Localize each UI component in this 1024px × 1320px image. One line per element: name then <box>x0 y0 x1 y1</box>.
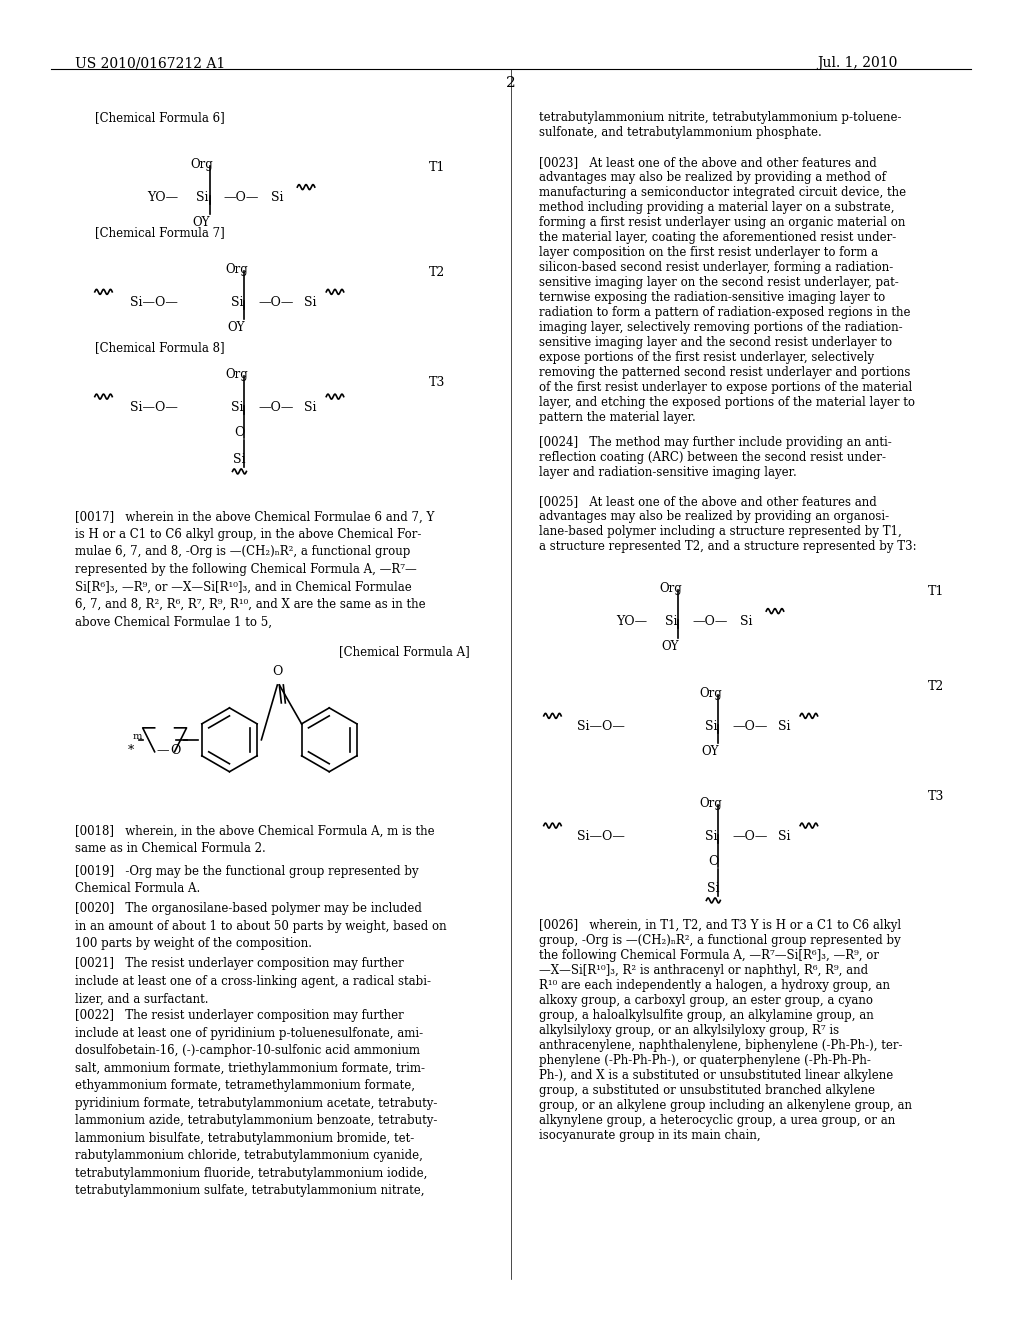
Text: OY: OY <box>701 744 719 758</box>
Text: Si—O—: Si—O— <box>130 400 177 413</box>
Text: m: m <box>133 731 142 741</box>
Text: OY: OY <box>193 216 210 230</box>
Text: —O—: —O— <box>732 829 768 842</box>
Text: [0021]   The resist underlayer composition may further
include at least one of a: [0021] The resist underlayer composition… <box>75 957 431 1006</box>
Text: [Chemical Formula 8]: [Chemical Formula 8] <box>95 341 224 354</box>
Text: [Chemical Formula 6]: [Chemical Formula 6] <box>95 111 224 124</box>
Text: 2: 2 <box>506 77 516 90</box>
Text: Si: Si <box>778 719 791 733</box>
Text: OY: OY <box>227 321 245 334</box>
Text: O: O <box>234 425 245 438</box>
Text: Si: Si <box>304 296 316 309</box>
Text: Si—O—: Si—O— <box>577 719 625 733</box>
Text: Org: Org <box>225 368 248 380</box>
Text: Si: Si <box>231 296 244 309</box>
Text: Si: Si <box>271 191 284 205</box>
Text: Si: Si <box>706 829 718 842</box>
Text: Si: Si <box>708 883 720 895</box>
Text: US 2010/0167212 A1: US 2010/0167212 A1 <box>75 57 225 70</box>
Text: Org: Org <box>225 263 248 276</box>
Text: T1: T1 <box>429 161 445 174</box>
Text: Si: Si <box>778 829 791 842</box>
Text: Si: Si <box>233 454 246 466</box>
Text: Si: Si <box>706 719 718 733</box>
Text: [0020]   The organosilane-based polymer may be included
in an amount of about 1 : [0020] The organosilane-based polymer ma… <box>75 903 446 950</box>
Text: T3: T3 <box>429 376 445 388</box>
Text: Si: Si <box>304 400 316 413</box>
Text: *: * <box>128 743 134 756</box>
Text: YO—: YO— <box>147 191 179 205</box>
Text: T1: T1 <box>928 585 944 598</box>
Text: Si: Si <box>197 191 209 205</box>
Text: O: O <box>170 743 181 756</box>
Text: Org: Org <box>699 686 722 700</box>
Text: T2: T2 <box>429 265 445 279</box>
Text: Si—O—: Si—O— <box>577 829 625 842</box>
Text: [0017]   wherein in the above Chemical Formulae 6 and 7, Y
is H or a C1 to C6 al: [0017] wherein in the above Chemical For… <box>75 511 434 628</box>
Text: —O—: —O— <box>732 719 768 733</box>
Text: T2: T2 <box>928 680 944 693</box>
Text: [0019]   -Org may be the functional group represented by
Chemical Formula A.: [0019] -Org may be the functional group … <box>75 865 419 895</box>
Text: [Chemical Formula A]: [Chemical Formula A] <box>339 645 470 659</box>
Text: Si—O—: Si—O— <box>130 296 177 309</box>
Text: Org: Org <box>190 158 213 172</box>
Text: Org: Org <box>659 582 682 595</box>
Text: YO—: YO— <box>616 615 648 628</box>
Text: [0025]   At least one of the above and other features and
advantages may also be: [0025] At least one of the above and oth… <box>539 495 916 553</box>
Text: —O—: —O— <box>692 615 728 628</box>
Text: [0024]   The method may further include providing an anti-
reflection coating (A: [0024] The method may further include pr… <box>539 436 892 479</box>
Text: Org: Org <box>699 797 722 809</box>
Text: tetrabutylammonium nitrite, tetrabutylammonium p-toluene-
sulfonate, and tetrabu: tetrabutylammonium nitrite, tetrabutylam… <box>539 111 901 140</box>
Text: —: — <box>157 743 169 756</box>
Text: [0022]   The resist underlayer composition may further
include at least one of p: [0022] The resist underlayer composition… <box>75 1010 437 1197</box>
Text: Si: Si <box>666 615 678 628</box>
Text: Si: Si <box>231 400 244 413</box>
Text: [Chemical Formula 7]: [Chemical Formula 7] <box>95 226 224 239</box>
Text: Jul. 1, 2010: Jul. 1, 2010 <box>817 57 898 70</box>
Text: —O—: —O— <box>258 400 294 413</box>
Text: [0018]   wherein, in the above Chemical Formula A, m is the
same as in Chemical : [0018] wherein, in the above Chemical Fo… <box>75 825 434 855</box>
Text: O: O <box>709 854 719 867</box>
Text: T3: T3 <box>928 789 944 803</box>
Text: [0026]   wherein, in T1, T2, and T3 Y is H or a C1 to C6 alkyl
group, -Org is —(: [0026] wherein, in T1, T2, and T3 Y is H… <box>539 920 911 1142</box>
Text: [0023]   At least one of the above and other features and
advantages may also be: [0023] At least one of the above and oth… <box>539 156 914 424</box>
Text: Si: Si <box>740 615 753 628</box>
Text: O: O <box>272 665 283 678</box>
Text: OY: OY <box>662 640 679 653</box>
Text: —O—: —O— <box>258 296 294 309</box>
Text: —O—: —O— <box>223 191 259 205</box>
